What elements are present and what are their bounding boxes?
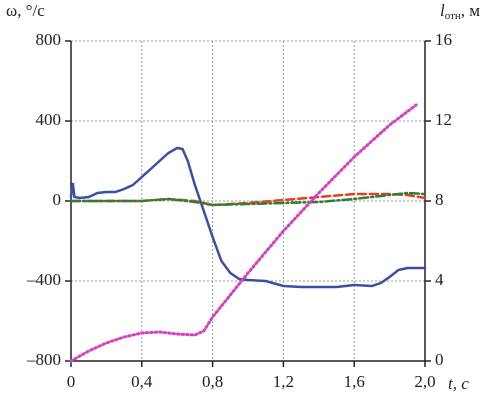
y-tick-label: 800 (36, 30, 62, 49)
y2-label-symbol: l (440, 1, 445, 20)
y2-tick-label: 12 (435, 110, 452, 129)
x-axis-label: t, с (448, 374, 469, 393)
x-tick-label: 1,2 (273, 372, 294, 391)
x-tick-label: 0,8 (202, 372, 223, 391)
y2-label-unit: , м (461, 1, 481, 20)
y-tick-label: 0 (53, 190, 62, 209)
y2-tick-label: 0 (435, 350, 444, 369)
y-tick-label: 400 (36, 110, 62, 129)
x-tick-label: 0,4 (131, 372, 153, 391)
y-axis-label: ω, °/с (6, 1, 45, 20)
x-tick-label: 1,6 (344, 372, 365, 391)
data-line (69, 103, 418, 363)
data-line (69, 146, 427, 289)
y2-label-subscript: отн (445, 10, 461, 22)
y2-tick-label: 16 (435, 30, 452, 49)
x-tick-label: 0 (67, 372, 76, 391)
y2-tick-label: 8 (435, 190, 444, 209)
data-line (69, 191, 427, 207)
y2-tick-label: 4 (435, 270, 444, 289)
y-tick-label: –400 (26, 270, 61, 289)
y2-axis-label: lотн, м (440, 1, 480, 22)
x-tick-label: 2,0 (414, 372, 435, 391)
y-tick-label: –800 (26, 350, 61, 369)
